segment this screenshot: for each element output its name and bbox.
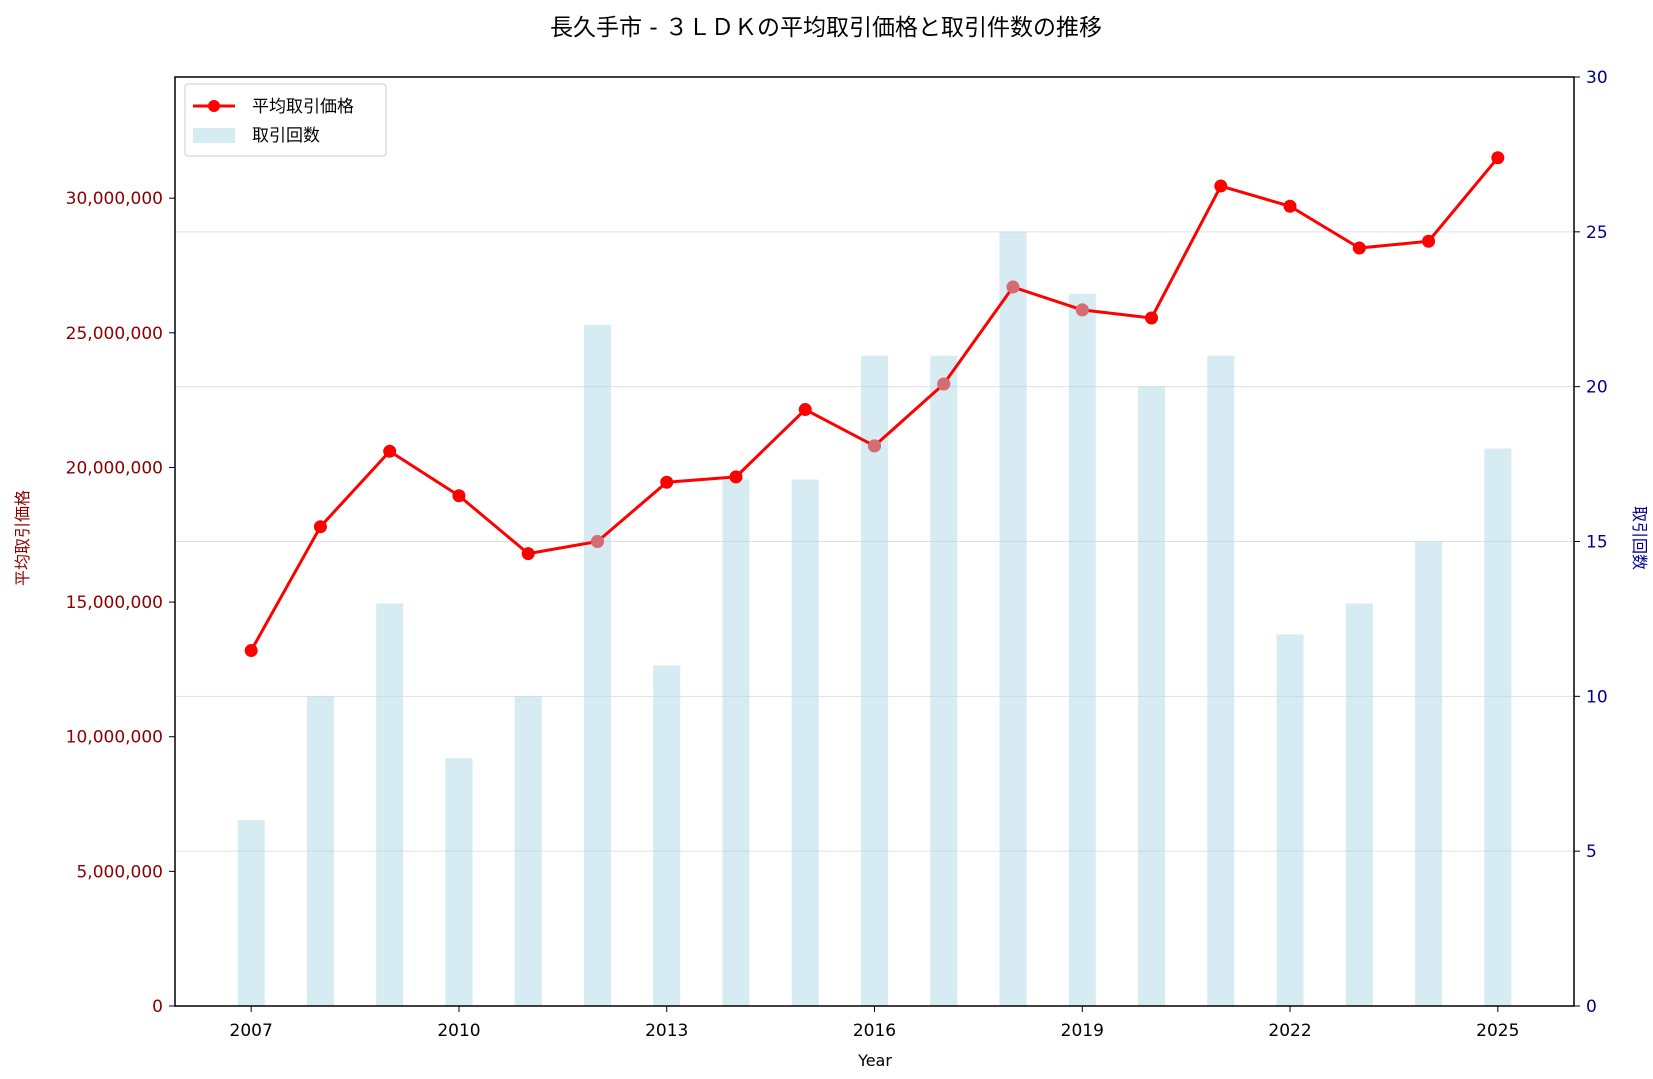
- y-left-tick-label: 25,000,000: [66, 324, 163, 344]
- x-axis-label: Year: [857, 1051, 892, 1070]
- line-point: [729, 470, 743, 484]
- y-right-tick-label: 25: [1586, 223, 1608, 243]
- bar: [445, 758, 473, 1006]
- bar: [930, 355, 958, 1006]
- bar: [514, 696, 542, 1006]
- line-point-overlay: [868, 439, 881, 453]
- line-point-overlay: [1006, 280, 1020, 294]
- x-tick-label: 2016: [853, 1021, 896, 1041]
- line-point: [660, 475, 674, 489]
- line-point-overlay: [590, 535, 604, 548]
- line-point-overlay: [937, 377, 951, 391]
- x-tick-label: 2025: [1476, 1021, 1519, 1041]
- bar: [1345, 603, 1373, 1006]
- line-point: [798, 403, 812, 417]
- x-tick-label: 2022: [1268, 1021, 1311, 1041]
- bar: [376, 603, 404, 1006]
- bar: [306, 696, 334, 1006]
- bar: [791, 479, 819, 1007]
- y-left-tick-label: 30,000,000: [66, 189, 163, 209]
- legend-box: [184, 83, 387, 157]
- legend-label-count: 取引回数: [252, 126, 320, 146]
- legend-bar-swatch: [193, 128, 235, 143]
- y-axis-left-label: 平均取引価格: [13, 490, 32, 586]
- line-point-overlay: [1075, 303, 1089, 317]
- line-point: [521, 547, 535, 561]
- legend: 平均取引価格 取引回数: [184, 83, 387, 157]
- line-point: [244, 644, 258, 658]
- chart-title: 長久手市 - ３ＬＤＫの平均取引価格と取引件数の推移: [550, 15, 1102, 41]
- bar: [1484, 448, 1512, 1007]
- bar: [1138, 386, 1166, 1007]
- y-left-tick-label: 0: [152, 997, 163, 1017]
- line-point: [1352, 241, 1366, 255]
- bar: [999, 231, 1027, 1007]
- axes: 0 5,000,000 10,000,000 15,000,000 20,000,000…: [66, 68, 1608, 1041]
- line-point: [1145, 311, 1159, 325]
- line-point: [1214, 179, 1228, 193]
- line-series: [244, 151, 1505, 658]
- y-left-tick-label: 5,000,000: [76, 862, 163, 882]
- bar: [1207, 355, 1235, 1006]
- bar: [237, 820, 265, 1006]
- line-point: [1283, 199, 1297, 213]
- line-point: [313, 520, 327, 534]
- legend-line-marker: [208, 100, 220, 112]
- y-axis-right-label: 取引回数: [1630, 506, 1649, 570]
- line-point: [1491, 151, 1505, 165]
- line-point: [452, 489, 466, 503]
- y-right-tick-label: 10: [1586, 687, 1608, 707]
- bar: [1068, 293, 1096, 1006]
- y-left-tick-label: 10,000,000: [66, 728, 163, 748]
- x-tick-label: 2007: [230, 1021, 273, 1041]
- bar-series: [237, 231, 1512, 1007]
- y-right-tick-label: 5: [1586, 842, 1597, 862]
- y-right-tick-label: 30: [1586, 68, 1608, 88]
- line-point: [1422, 234, 1436, 248]
- y-right-tick-label: 20: [1586, 378, 1608, 398]
- bar: [1415, 541, 1443, 1006]
- bar: [1276, 634, 1304, 1006]
- line-point: [383, 444, 397, 458]
- y-left-tick-label: 15,000,000: [66, 593, 163, 613]
- bar: [861, 355, 888, 1006]
- y-right-tick-label: 0: [1586, 997, 1597, 1017]
- x-tick-label: 2010: [437, 1021, 480, 1041]
- y-left-tick-label: 20,000,000: [66, 458, 163, 478]
- x-tick-label: 2019: [1061, 1021, 1104, 1041]
- bar: [583, 324, 611, 1006]
- y-right-tick-label: 15: [1586, 533, 1608, 553]
- x-tick-label: 2013: [645, 1021, 688, 1041]
- bar: [722, 479, 750, 1007]
- bar: [653, 665, 681, 1006]
- legend-label-price: 平均取引価格: [252, 97, 354, 117]
